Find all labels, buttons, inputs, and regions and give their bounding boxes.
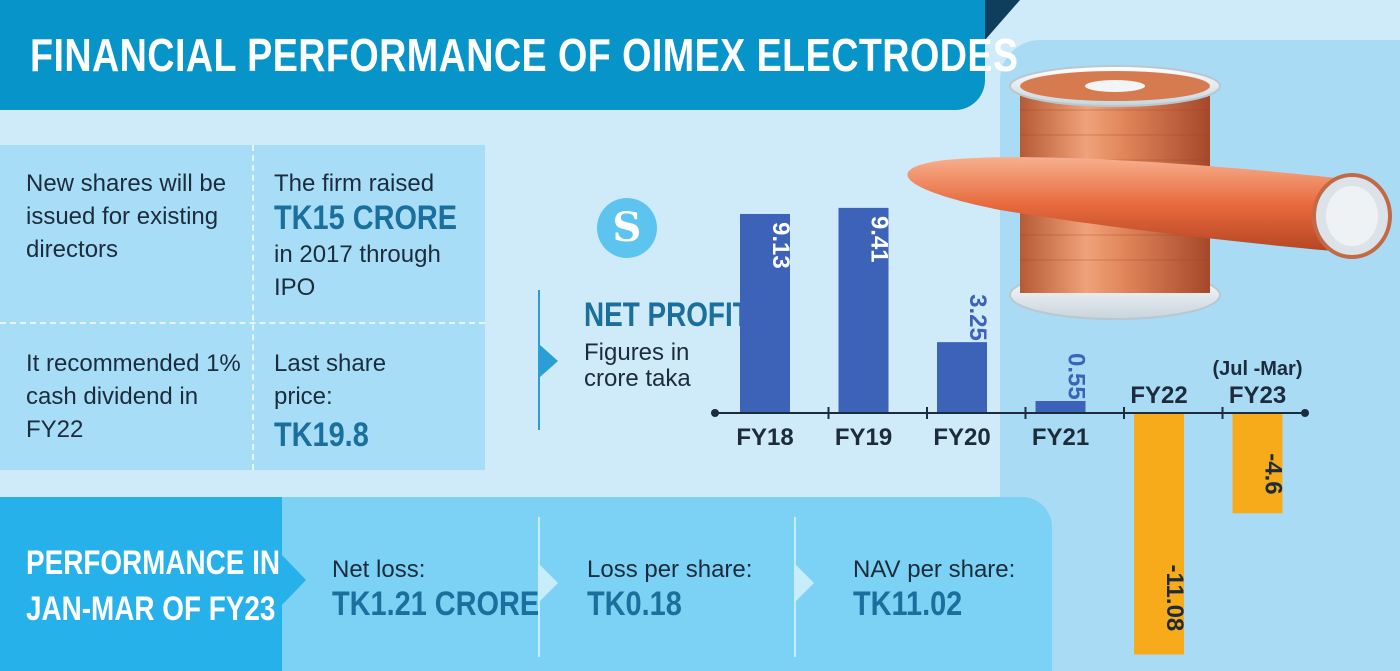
category-label-fy18: FY18 — [736, 424, 793, 451]
loss-per-share-label: Loss per share: — [587, 556, 753, 583]
loss-per-share-value: TK0.18 — [587, 585, 682, 623]
bar-fy22 — [1134, 413, 1184, 655]
performance-separator — [538, 517, 540, 657]
category-label-fy19: FY19 — [835, 424, 892, 451]
net-loss-value: TK1.21 CRORE — [332, 585, 540, 623]
value-label-fy23: -4.6 — [1260, 453, 1287, 494]
performance-title-line2: JAN-MAR OF FY23 — [26, 590, 276, 628]
axis-end-dot — [711, 409, 719, 417]
performance-arrow-icon — [282, 555, 306, 605]
chart-title: NET PROFIT — [584, 296, 750, 334]
category-label-fy22: FY22 — [1130, 382, 1187, 409]
nav-per-share-value: TK11.02 — [853, 585, 963, 623]
info-share-price-label: Last share price: — [274, 350, 387, 410]
bar-fy18 — [740, 213, 790, 413]
performance-label-block — [0, 497, 282, 671]
info-share-price-value: TK19.8 — [274, 416, 369, 454]
info-share-price: Last share price: TK19.8 — [274, 347, 434, 455]
bar-fy23 — [1232, 413, 1283, 514]
performance-loss-per-share: Loss per share: TK0.18 — [587, 553, 752, 625]
info-divider-vertical — [252, 145, 254, 470]
logo-icon: S — [597, 198, 657, 258]
performance-separator — [794, 517, 796, 657]
performance-title: PERFORMANCE IN JAN-MAR OF FY23 — [26, 540, 280, 632]
info-ipo: The firm raised TK15 CRORE in 2017 throu… — [274, 167, 474, 304]
category-label-fy21: FY21 — [1032, 424, 1089, 451]
category-label-fy20: FY20 — [933, 424, 990, 451]
category-label-fy23: FY23 — [1229, 382, 1286, 409]
info-ipo-post: in 2017 through IPO — [274, 241, 441, 301]
value-label-fy19: 9.41 — [866, 216, 893, 263]
chevron-right-icon — [540, 565, 558, 601]
copper-spool-illustration — [907, 65, 1392, 320]
chart-subtitle: Figures in crore taka — [584, 339, 691, 392]
value-label-fy21: 0.55 — [1063, 353, 1090, 400]
info-ipo-pre: The firm raised — [274, 170, 435, 197]
page-title: FINANCIAL PERFORMANCE OF OIMEX ELECTRODE… — [30, 29, 1019, 81]
category-note-fy23: (Jul -Mar) — [1213, 358, 1303, 380]
title-bar — [0, 0, 985, 110]
title-tab-decoration — [985, 0, 1020, 40]
info-dividend: It recommended 1% cash dividend in FY22 — [26, 350, 241, 443]
chart-bars — [740, 207, 1283, 655]
chevron-right-icon — [796, 565, 814, 601]
info-new-shares: New shares will be issued for existing d… — [26, 170, 227, 263]
info-box — [0, 145, 485, 470]
chart-axis — [711, 407, 1309, 419]
bar-fy20 — [937, 342, 987, 413]
value-label-fy18: 9.13 — [767, 222, 794, 269]
performance-nav-per-share: NAV per share: TK11.02 — [853, 553, 1015, 625]
axis-end-dot — [1301, 409, 1309, 417]
chart-labels: 9.13 FY18 9.41 FY19 3.25 FY20 0.55 FY21 -11.08 FY… — [736, 216, 1302, 631]
performance-net-loss: Net loss: TK1.21 CRORE — [332, 553, 576, 625]
net-profit-accent-line — [538, 290, 540, 430]
net-loss-label: Net loss: — [332, 556, 426, 583]
info-ipo-amount: TK15 CRORE — [274, 199, 458, 237]
bar-fy21 — [1035, 401, 1086, 413]
info-divider-horizontal — [0, 322, 485, 324]
net-profit-arrow-icon — [540, 345, 558, 377]
value-label-fy20: 3.25 — [964, 294, 991, 341]
performance-title-line1: PERFORMANCE IN — [26, 544, 281, 582]
bar-fy19 — [838, 207, 889, 413]
nav-per-share-label: NAV per share: — [853, 556, 1016, 583]
value-label-fy22: -11.08 — [1161, 565, 1188, 632]
